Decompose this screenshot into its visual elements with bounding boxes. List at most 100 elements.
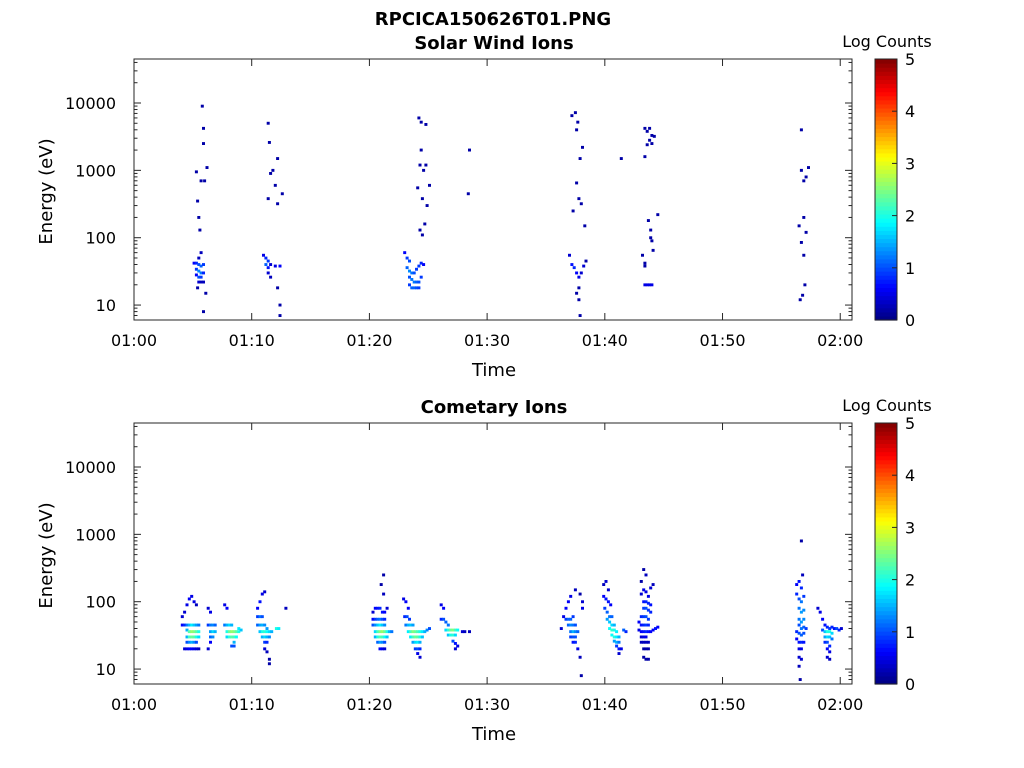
colorbar-segment <box>875 173 897 178</box>
heatmap-cell <box>194 635 198 639</box>
heatmap-cell <box>265 630 269 634</box>
heatmap-cell <box>566 617 570 621</box>
colorbar-segment <box>875 279 897 284</box>
heatmap-cell <box>420 197 424 201</box>
heatmap-cell <box>804 627 808 630</box>
colorbar-tick-label: 0 <box>905 311 915 330</box>
heatmap-cell <box>196 286 200 290</box>
heatmap-cell <box>576 630 580 634</box>
heatmap-cell <box>408 275 411 279</box>
heatmap-cells <box>180 539 843 681</box>
heatmap-cell <box>376 623 380 627</box>
heatmap-cell <box>378 635 382 639</box>
heatmap-cell <box>192 630 196 634</box>
heatmap-cell <box>799 627 803 630</box>
x-tick-label: 01:50 <box>699 331 745 350</box>
heatmap-cell <box>223 603 227 607</box>
heatmap-cell <box>416 640 420 644</box>
heatmap-cell <box>825 630 829 634</box>
heatmap-cell <box>466 192 470 196</box>
heatmap-cell <box>652 134 656 138</box>
heatmap-cell <box>795 630 799 634</box>
colorbar-segment <box>875 205 897 211</box>
heatmap-cell <box>564 606 568 610</box>
heatmap-cell <box>566 600 570 604</box>
heatmap-cell <box>453 628 457 632</box>
heatmap-cell <box>576 647 580 651</box>
heatmap-cell <box>802 640 806 644</box>
colorbar-segment <box>875 671 897 677</box>
heatmap-cell <box>415 280 418 284</box>
x-tick-label: 02:00 <box>817 331 863 350</box>
heatmap-cell <box>573 588 577 592</box>
heatmap-cell <box>225 623 229 627</box>
x-tick-label: 01:00 <box>111 331 157 350</box>
heatmap-cell <box>416 647 420 651</box>
colorbar-segment <box>875 99 897 105</box>
heatmap-cell <box>273 264 277 268</box>
heatmap-cell <box>650 134 654 137</box>
heatmap-cell <box>646 594 650 598</box>
heatmap-cell <box>804 230 808 234</box>
heatmap-cell <box>656 625 660 629</box>
heatmap-cell <box>187 647 191 651</box>
heatmap-cell <box>409 630 413 634</box>
y-tick-label: 10000 <box>65 458 116 477</box>
heatmap-cell <box>648 138 652 142</box>
colorbar-segment <box>875 287 897 293</box>
colorbar-segment <box>875 439 897 444</box>
heatmap-cell <box>419 120 423 124</box>
heatmap-cell <box>460 630 464 634</box>
heatmap-cell <box>383 647 387 651</box>
heatmap-cell <box>190 594 194 598</box>
heatmap-cell <box>446 623 450 627</box>
heatmap-cell <box>619 647 623 651</box>
heatmap-cell <box>644 600 648 604</box>
heatmap-cell <box>830 625 834 629</box>
heatmap-cell <box>417 286 421 290</box>
x-axis-label: Time <box>471 360 516 381</box>
heatmap-cell <box>278 264 282 268</box>
heatmap-cell <box>260 623 264 627</box>
heatmap-cell <box>807 166 810 169</box>
colorbar-segment <box>875 516 897 522</box>
heatmap-cell <box>258 623 262 627</box>
colorbar-segment <box>875 79 897 85</box>
heatmap-cell <box>267 630 271 634</box>
heatmap-cell <box>439 617 443 621</box>
heatmap-cell <box>192 647 196 651</box>
heatmap-cell <box>612 623 616 627</box>
heatmap-cell <box>649 236 653 240</box>
heatmap-cell <box>797 606 801 610</box>
colorbar-segment <box>875 598 897 604</box>
heatmap-cell <box>417 264 421 268</box>
colorbar-segment <box>875 480 897 485</box>
heatmap-cell <box>424 163 428 167</box>
heatmap-cell <box>199 271 203 275</box>
colorbar-tick-label: 5 <box>905 50 915 69</box>
heatmap-cell <box>423 630 427 634</box>
heatmap-cell <box>575 291 579 295</box>
heatmap-cell <box>270 630 274 634</box>
colorbar-tick-label: 1 <box>905 259 915 278</box>
colorbar-segment <box>875 594 897 599</box>
heatmap-cell <box>828 635 832 639</box>
heatmap-cell <box>376 630 380 634</box>
heatmap-cell <box>646 630 650 634</box>
colorbar-segment <box>875 577 897 583</box>
x-tick-label: 01:20 <box>346 695 392 714</box>
heatmap-cell <box>799 620 803 624</box>
heatmap-cell <box>185 628 189 632</box>
colorbar-segment <box>875 307 897 313</box>
heatmap-cell <box>644 630 648 634</box>
heatmap-cell <box>571 615 575 619</box>
heatmap-cell <box>194 267 198 271</box>
heatmap-cell <box>581 606 584 610</box>
colorbar-segment <box>875 201 897 207</box>
colorbar-segment <box>875 443 897 449</box>
y-tick-label: 10 <box>96 660 116 679</box>
colorbar-segment <box>875 520 897 526</box>
plot-area <box>134 423 852 684</box>
heatmap-cell <box>180 623 184 627</box>
